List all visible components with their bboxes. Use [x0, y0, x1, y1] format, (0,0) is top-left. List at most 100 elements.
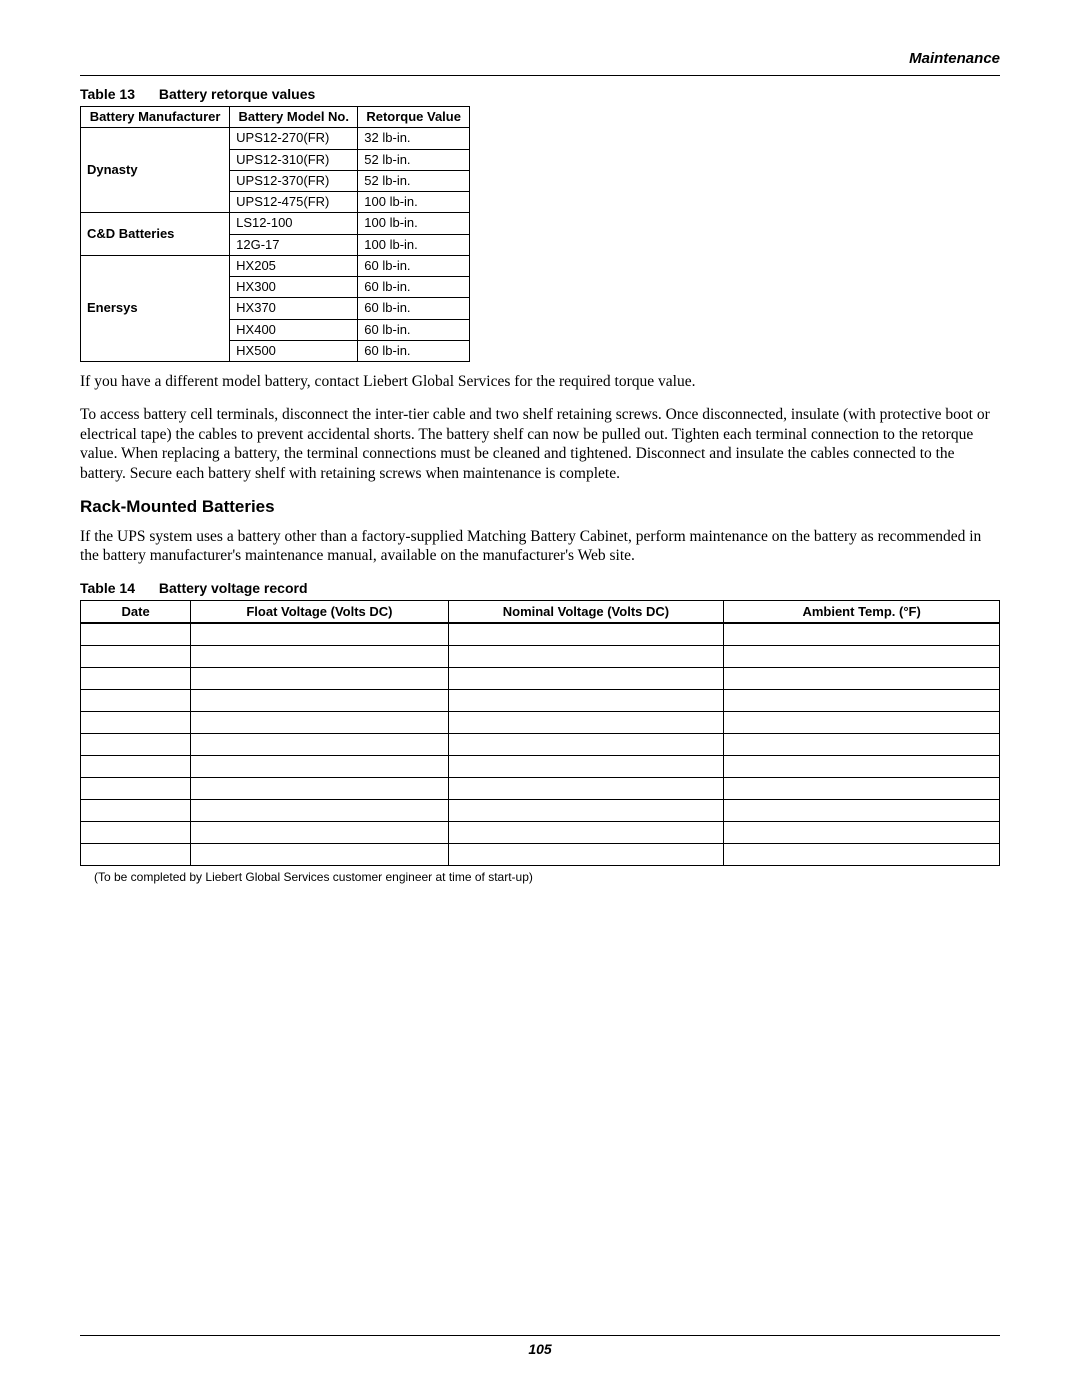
table14-number: Table 14: [80, 580, 135, 596]
table14: DateFloat Voltage (Volts DC)Nominal Volt…: [80, 600, 1000, 866]
empty-cell: [724, 667, 1000, 689]
empty-cell: [191, 623, 448, 646]
empty-cell: [191, 667, 448, 689]
table13-number: Table 13: [80, 86, 135, 102]
empty-cell: [448, 667, 724, 689]
table13: Battery Manufacturer Battery Model No. R…: [80, 106, 470, 362]
table-row: DynastyUPS12-270(FR)32 lb-in.: [81, 128, 470, 149]
empty-cell: [724, 689, 1000, 711]
empty-cell: [191, 733, 448, 755]
section-heading-rack-mounted: Rack-Mounted Batteries: [80, 497, 1000, 517]
cell-value: 60 lb-in.: [358, 255, 470, 276]
empty-cell: [81, 623, 191, 646]
table14-column-header: Float Voltage (Volts DC): [191, 600, 448, 623]
table13-title: Battery retorque values: [159, 86, 315, 102]
table-row: C&D BatteriesLS12-100100 lb-in.: [81, 213, 470, 234]
cell-model: UPS12-370(FR): [230, 170, 358, 191]
table14-footnote: (To be completed by Liebert Global Servi…: [80, 870, 1000, 884]
empty-cell: [448, 733, 724, 755]
cell-value: 100 lb-in.: [358, 213, 470, 234]
cell-value: 100 lb-in.: [358, 192, 470, 213]
empty-cell: [724, 645, 1000, 667]
cell-value: 52 lb-in.: [358, 149, 470, 170]
cell-manufacturer: Dynasty: [81, 128, 230, 213]
page-footer: 105: [80, 1335, 1000, 1357]
cell-model: 12G-17: [230, 234, 358, 255]
empty-cell: [191, 777, 448, 799]
table-row: [81, 821, 1000, 843]
page-number: 105: [528, 1341, 551, 1357]
table13-head: Battery Manufacturer Battery Model No. R…: [81, 107, 470, 128]
empty-cell: [448, 821, 724, 843]
table-row: [81, 799, 1000, 821]
table14-caption: Table 14 Battery voltage record: [80, 580, 1000, 596]
empty-cell: [191, 711, 448, 733]
empty-cell: [724, 623, 1000, 646]
table-row: EnersysHX20560 lb-in.: [81, 255, 470, 276]
table-row: [81, 755, 1000, 777]
empty-cell: [724, 799, 1000, 821]
empty-cell: [448, 799, 724, 821]
empty-cell: [448, 711, 724, 733]
empty-cell: [448, 755, 724, 777]
cell-model: LS12-100: [230, 213, 358, 234]
empty-cell: [448, 777, 724, 799]
empty-cell: [81, 799, 191, 821]
empty-cell: [724, 711, 1000, 733]
empty-cell: [191, 843, 448, 865]
cell-model: HX300: [230, 277, 358, 298]
empty-cell: [724, 843, 1000, 865]
empty-cell: [191, 755, 448, 777]
cell-value: 60 lb-in.: [358, 340, 470, 361]
table-row: [81, 667, 1000, 689]
table13-col-manufacturer: Battery Manufacturer: [81, 107, 230, 128]
table13-caption: Table 13 Battery retorque values: [80, 86, 1000, 102]
table14-title: Battery voltage record: [159, 580, 308, 596]
table-row: [81, 689, 1000, 711]
header-rule: [80, 75, 1000, 76]
empty-cell: [724, 733, 1000, 755]
table13-col-value: Retorque Value: [358, 107, 470, 128]
paragraph-1: If you have a different model battery, c…: [80, 372, 1000, 391]
cell-manufacturer: C&D Batteries: [81, 213, 230, 256]
table-row: [81, 777, 1000, 799]
empty-cell: [191, 689, 448, 711]
cell-value: 60 lb-in.: [358, 277, 470, 298]
empty-cell: [81, 689, 191, 711]
empty-cell: [448, 843, 724, 865]
cell-model: UPS12-310(FR): [230, 149, 358, 170]
table-row: [81, 843, 1000, 865]
cell-value: 60 lb-in.: [358, 298, 470, 319]
table-row: [81, 645, 1000, 667]
empty-cell: [724, 755, 1000, 777]
cell-value: 32 lb-in.: [358, 128, 470, 149]
empty-cell: [81, 777, 191, 799]
empty-cell: [81, 667, 191, 689]
empty-cell: [724, 777, 1000, 799]
cell-model: HX205: [230, 255, 358, 276]
empty-cell: [191, 821, 448, 843]
empty-cell: [191, 799, 448, 821]
cell-model: HX500: [230, 340, 358, 361]
empty-cell: [81, 645, 191, 667]
cell-value: 60 lb-in.: [358, 319, 470, 340]
table14-column-header: Ambient Temp. (°F): [724, 600, 1000, 623]
paragraph-3: If the UPS system uses a battery other t…: [80, 527, 1000, 566]
cell-model: UPS12-475(FR): [230, 192, 358, 213]
empty-cell: [448, 623, 724, 646]
empty-cell: [81, 733, 191, 755]
empty-cell: [81, 843, 191, 865]
cell-model: HX370: [230, 298, 358, 319]
cell-value: 100 lb-in.: [358, 234, 470, 255]
empty-cell: [81, 711, 191, 733]
table14-column-header: Date: [81, 600, 191, 623]
paragraph-2: To access battery cell terminals, discon…: [80, 405, 1000, 483]
cell-value: 52 lb-in.: [358, 170, 470, 191]
empty-cell: [448, 645, 724, 667]
empty-cell: [81, 821, 191, 843]
table14-column-header: Nominal Voltage (Volts DC): [448, 600, 724, 623]
table-row: [81, 733, 1000, 755]
table14-body: [81, 623, 1000, 866]
empty-cell: [724, 821, 1000, 843]
header-section-title: Maintenance: [80, 50, 1000, 67]
